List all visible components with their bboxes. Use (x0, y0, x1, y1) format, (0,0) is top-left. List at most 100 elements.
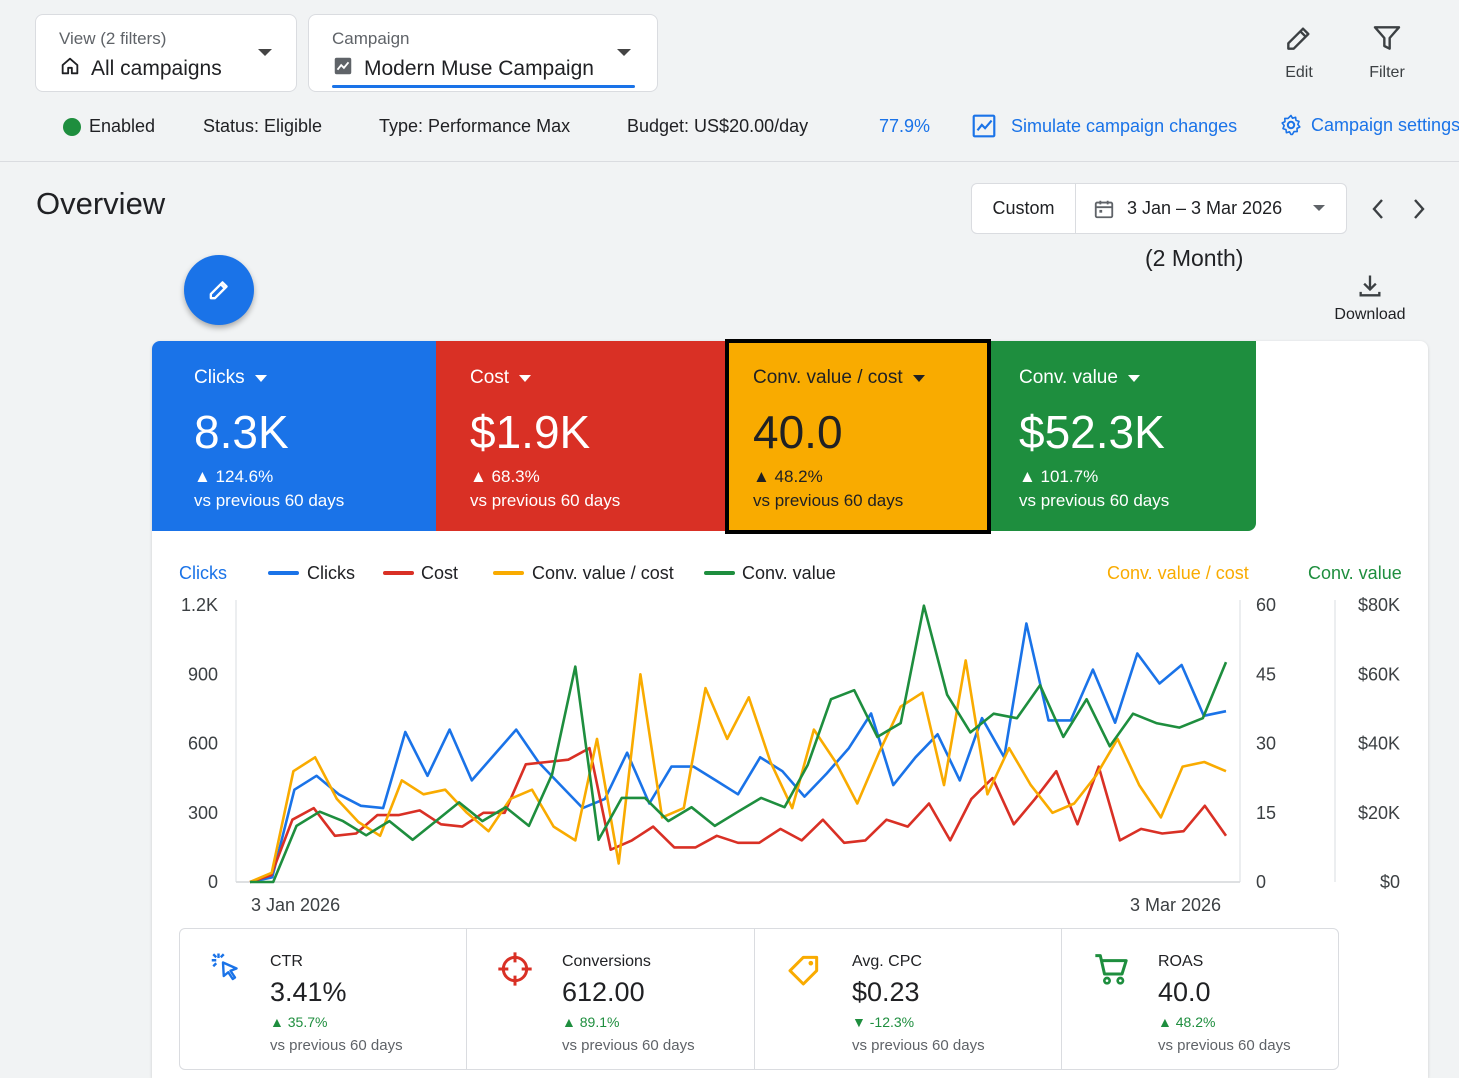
stat-delta: ▲ 89.1% (562, 1014, 620, 1030)
view-filter-value: All campaigns (59, 55, 222, 83)
metric-tile-clicks[interactable]: Clicks 8.3K ▲ 124.6% vs previous 60 days (152, 341, 436, 531)
right-axis-2-tick: $40K (1358, 734, 1400, 754)
simulate-campaign-link[interactable]: Simulate campaign changes (971, 113, 1237, 139)
campaign-underline (332, 85, 635, 88)
left-axis-tick: 1.2K (181, 595, 218, 615)
metric-delta: ▲ 124.6% (194, 467, 274, 486)
metric-comparison: vs previous 60 days (470, 491, 621, 510)
chevron-down-icon (912, 374, 925, 382)
metric-title-text: Conv. value (1019, 367, 1118, 388)
performance-chart[interactable]: Clicks Clicks Cost Conv. value / cost Co… (0, 550, 1459, 930)
secondary-stats-card: CTR 3.41% ▲ 35.7% vs previous 60 days Co… (179, 928, 1339, 1070)
legend-label-cost: Cost (421, 563, 458, 583)
metric-delta: ▲ 101.7% (1019, 467, 1099, 486)
left-axis-tick: 300 (188, 803, 218, 823)
edit-button[interactable]: Edit (1264, 22, 1334, 82)
metric-comparison: vs previous 60 days (1019, 491, 1170, 510)
download-label: Download (1334, 306, 1406, 323)
left-axis-tick: 600 (188, 734, 218, 754)
metric-value: 8.3K (194, 406, 289, 458)
chevron-down-icon (1313, 205, 1325, 211)
calendar-icon (1094, 200, 1114, 219)
metric-tile-cost[interactable]: Cost $1.9K ▲ 68.3% vs previous 60 days (436, 341, 727, 531)
stat-divider (1061, 929, 1062, 1069)
stat-ctr[interactable]: CTR 3.41% ▲ 35.7% vs previous 60 days (180, 929, 466, 1069)
metric-title[interactable]: Clicks (194, 367, 267, 389)
stat-conversions[interactable]: Conversions 612.00 ▲ 89.1% vs previous 6… (467, 929, 754, 1069)
crosshair-icon (498, 952, 532, 986)
legend-swatch-cost (383, 571, 414, 575)
date-range-duration: (2 Month) (1145, 245, 1244, 271)
pencil-icon (1287, 27, 1310, 50)
enabled-status[interactable]: Enabled (89, 116, 156, 136)
campaign-settings-link[interactable]: Campaign settings (1279, 113, 1459, 137)
metric-value: 40.0 (753, 406, 843, 458)
simulate-label: Simulate campaign changes (1011, 115, 1238, 136)
gear-icon (1281, 114, 1301, 136)
metric-title-text: Cost (470, 367, 510, 388)
series-line-cost[interactable] (249, 746, 1228, 884)
legend-label-conv-value: Conv. value (742, 563, 836, 583)
trend-chart-icon (972, 114, 996, 138)
stat-label: CTR (270, 953, 303, 970)
stat-label: Avg. CPC (852, 953, 922, 970)
series-line-clicks[interactable] (249, 622, 1227, 884)
campaign-type: Type: Performance Max (379, 116, 571, 136)
x-axis-end-label: 3 Mar 2026 (1130, 895, 1221, 915)
metric-value: $1.9K (470, 406, 591, 458)
filter-icon (1373, 26, 1401, 50)
metric-tile-conv-value-cost[interactable]: Conv. value / cost 40.0 ▲ 48.2% vs previ… (725, 339, 991, 534)
pencil-icon (209, 281, 228, 300)
view-filter-dropdown[interactable]: View (2 filters) All campaigns (35, 14, 297, 92)
filter-label: Filter (1369, 64, 1405, 81)
x-axis-start-label: 3 Jan 2026 (251, 895, 340, 915)
right-axis-2-tick: $20K (1358, 803, 1400, 823)
right-axis-2-title: Conv. value (1308, 563, 1402, 583)
metric-title[interactable]: Conv. value / cost (753, 367, 925, 389)
date-range-value: 3 Jan – 3 Mar 2026 (1127, 198, 1283, 218)
stat-label: ROAS (1158, 953, 1204, 970)
stat-avg-cpc[interactable]: Avg. CPC $0.23 ▼ -12.3% vs previous 60 d… (755, 929, 1061, 1069)
right-axis-2-tick: $80K (1358, 595, 1400, 615)
right-axis-1-tick: 60 (1256, 595, 1276, 615)
download-button[interactable]: Download (1330, 272, 1410, 324)
stat-delta: ▲ 35.7% (270, 1014, 328, 1030)
metric-comparison: vs previous 60 days (194, 491, 345, 510)
metric-tile-conv-value[interactable]: Conv. value $52.3K ▲ 101.7% vs previous … (991, 341, 1256, 531)
series-line-conv-value-cost[interactable] (249, 659, 1227, 884)
stat-value: $0.23 (852, 977, 920, 1007)
campaign-value: Modern Muse Campaign (332, 55, 594, 83)
left-axis-tick: 900 (188, 664, 218, 684)
view-filter-text: All campaigns (91, 57, 222, 80)
legend-swatch-conv-value-cost (493, 571, 524, 575)
next-period-button[interactable] (1410, 196, 1428, 229)
chevron-down-icon (258, 49, 272, 56)
filter-button[interactable]: Filter (1352, 22, 1422, 82)
legend-label-conv-value-cost: Conv. value / cost (532, 563, 674, 583)
metric-title-text: Clicks (194, 367, 245, 388)
metric-comparison: vs previous 60 days (753, 491, 904, 510)
campaign-chart-icon (332, 55, 354, 83)
edit-fab-button[interactable] (184, 255, 254, 325)
metric-title[interactable]: Conv. value (1019, 367, 1140, 389)
campaign-text: Modern Muse Campaign (364, 57, 594, 80)
optimization-score[interactable]: 77.9% (879, 116, 931, 136)
stat-comparison: vs previous 60 days (562, 1037, 695, 1054)
campaign-dropdown[interactable]: Campaign Modern Muse Campaign (308, 14, 658, 92)
right-axis-1-tick: 45 (1256, 664, 1276, 684)
legend-label-clicks: Clicks (307, 563, 355, 583)
legend-swatch-conv-value (704, 571, 735, 575)
campaign-budget[interactable]: Budget: US$20.00/day (627, 116, 809, 136)
date-range-picker[interactable]: Custom 3 Jan – 3 Mar 2026 (971, 183, 1347, 234)
chart-legend: Clicks Cost Conv. value / cost Conv. val… (268, 563, 836, 583)
date-preset-button[interactable]: Custom (972, 184, 1076, 233)
stat-roas[interactable]: ROAS 40.0 ▲ 48.2% vs previous 60 days (1062, 929, 1338, 1069)
previous-period-button[interactable] (1369, 196, 1387, 229)
series-line-conv-value[interactable] (250, 604, 1228, 884)
legend-swatch-clicks (268, 571, 299, 575)
stat-value: 40.0 (1158, 977, 1211, 1007)
metric-title[interactable]: Cost (470, 367, 532, 389)
metric-value: $52.3K (1019, 406, 1165, 458)
stat-delta: ▲ 48.2% (1158, 1014, 1216, 1030)
campaign-label: Campaign (332, 29, 410, 48)
